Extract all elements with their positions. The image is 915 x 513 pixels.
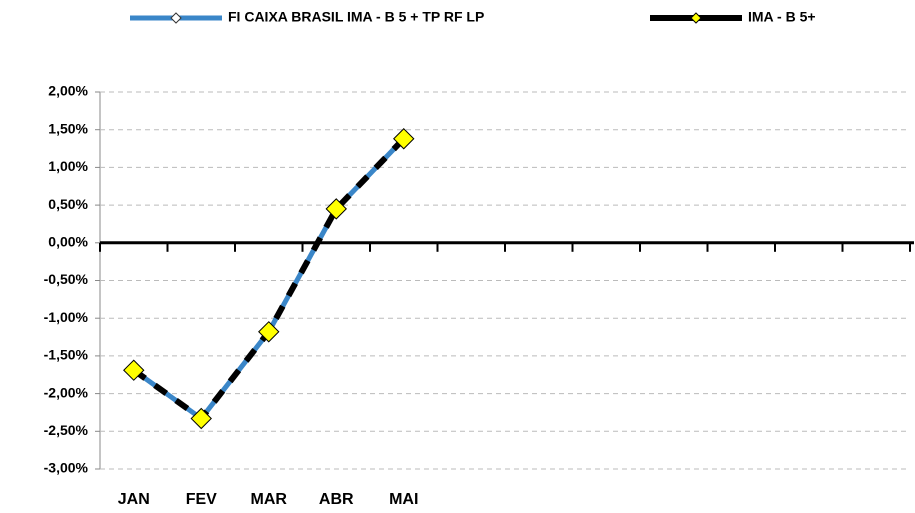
legend-marker bbox=[170, 12, 182, 24]
y-tick-label: 1,50% bbox=[48, 120, 88, 136]
y-tick-label: -1,00% bbox=[44, 309, 89, 325]
series-line bbox=[132, 136, 406, 422]
x-tick-label: FEV bbox=[186, 491, 217, 508]
legend-label: IMA - B 5+ bbox=[748, 9, 816, 25]
x-tick-label: MAI bbox=[389, 491, 418, 508]
point-marker bbox=[325, 198, 347, 220]
x-tick-label: MAR bbox=[251, 491, 288, 508]
x-tick-label: JAN bbox=[118, 491, 150, 508]
legend-marker bbox=[690, 12, 702, 24]
y-tick-label: 0,50% bbox=[48, 196, 88, 212]
legend-label: FI CAIXA BRASIL IMA - B 5 + TP RF LP bbox=[228, 9, 484, 25]
point-marker bbox=[123, 359, 145, 381]
y-tick-label: 2,00% bbox=[48, 83, 88, 99]
x-tick-label: ABR bbox=[319, 491, 354, 508]
point-marker bbox=[393, 128, 415, 150]
y-tick-label: -2,00% bbox=[44, 384, 89, 400]
y-tick-label: 0,00% bbox=[48, 234, 88, 250]
y-tick-label: -3,00% bbox=[44, 460, 89, 476]
y-tick-label: -0,50% bbox=[44, 271, 89, 287]
y-tick-label: -1,50% bbox=[44, 347, 89, 363]
y-tick-label: -2,50% bbox=[44, 422, 89, 438]
point-marker bbox=[190, 407, 212, 430]
point-marker bbox=[258, 321, 280, 343]
y-tick-label: 1,00% bbox=[48, 158, 88, 174]
